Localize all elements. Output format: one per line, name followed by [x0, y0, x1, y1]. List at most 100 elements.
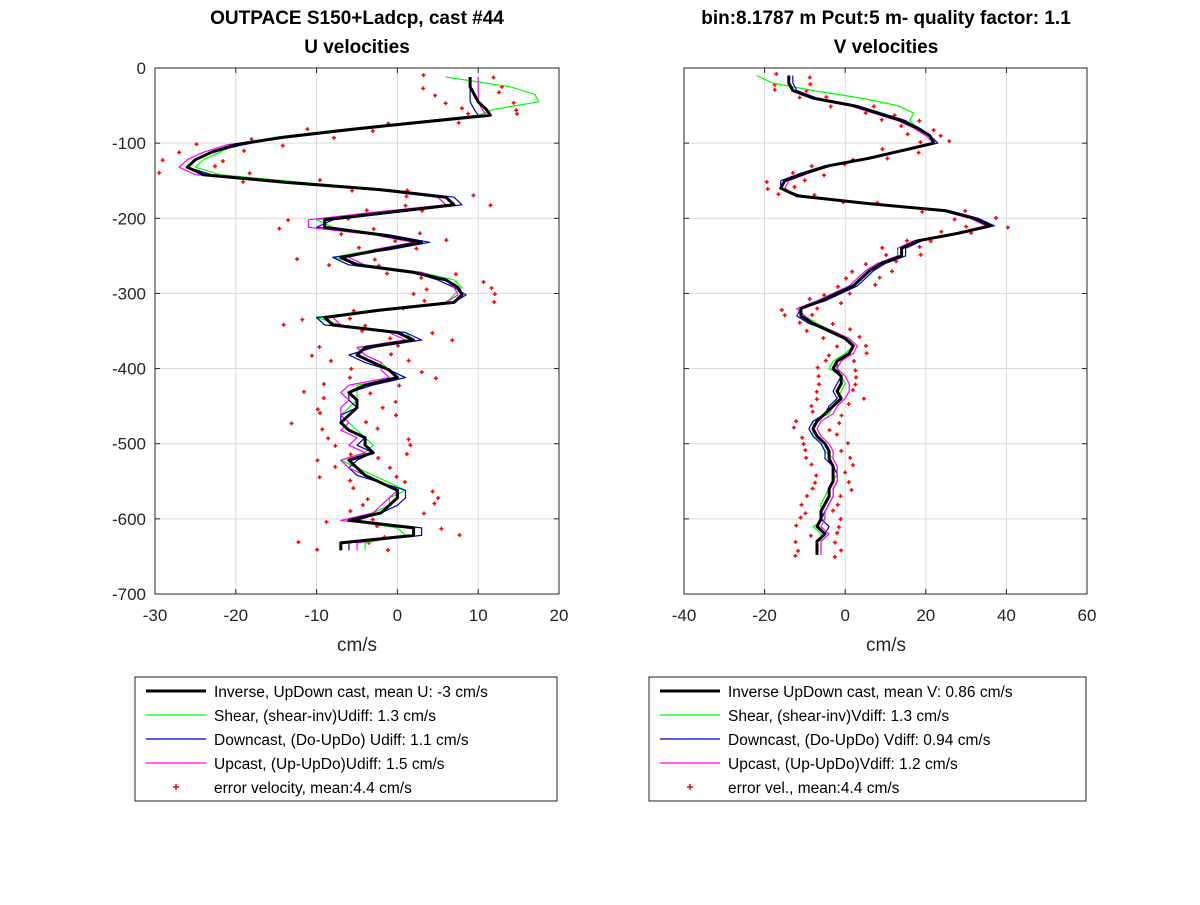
u-inverse-line	[185, 77, 492, 551]
u-error-marker	[317, 344, 322, 349]
v-error-marker	[839, 413, 844, 418]
v-error-marker	[854, 375, 859, 380]
u-error-marker	[388, 336, 393, 341]
v-error-marker	[772, 87, 777, 92]
v-error-marker	[808, 82, 813, 87]
v-error-marker	[779, 307, 784, 312]
v-xtick-label: 40	[997, 606, 1016, 625]
u-error-marker	[432, 501, 437, 506]
v-error-marker	[905, 132, 910, 137]
v-legend-label-upcast: Upcast, (Up-UpDo)Vdiff: 1.2 cm/s	[728, 756, 958, 773]
u-axes-frame	[154, 67, 560, 595]
u-error-marker	[511, 100, 516, 105]
u-legend-swatch-error	[173, 784, 179, 790]
u-error-marker	[414, 246, 419, 251]
u-error-marker	[419, 275, 424, 280]
u-error-marker	[309, 353, 314, 358]
u-error-marker	[370, 517, 375, 522]
u-error-marker	[370, 129, 375, 134]
u-error-marker	[241, 148, 246, 153]
u-error-marker	[421, 511, 426, 516]
u-error-marker	[471, 193, 476, 198]
u-error-velocity-series	[157, 73, 520, 553]
u-error-marker	[347, 375, 352, 380]
u-error-marker	[333, 464, 338, 469]
u-error-marker	[443, 101, 448, 106]
v-xtick-label: 20	[916, 606, 935, 625]
u-error-marker	[331, 135, 336, 140]
v-chart-subtitle: V velocities	[834, 37, 939, 58]
u-error-marker	[417, 231, 422, 236]
v-error-marker	[804, 328, 809, 333]
u-legend: Inverse, UpDown cast, mean U: -3 cm/s Sh…	[134, 676, 558, 802]
u-chart-subtitle: U velocities	[304, 37, 410, 58]
u-error-marker	[363, 323, 368, 328]
u-velocity-plot: -30 -20 -10 0 10 200-100-200-300-400-500-600-…	[112, 59, 568, 625]
v-error-marker	[831, 508, 836, 513]
v-error-marker	[836, 525, 841, 530]
u-xtick-label: -10	[304, 606, 329, 625]
u-error-marker	[315, 407, 320, 412]
v-error-marker	[774, 72, 779, 77]
v-plot-area	[684, 68, 1087, 594]
v-error-marker	[835, 502, 840, 507]
v-error-marker	[861, 396, 866, 401]
u-error-marker	[157, 170, 162, 175]
v-error-marker	[847, 291, 852, 296]
v-xtick-label: -40	[672, 606, 697, 625]
v-error-marker	[885, 156, 890, 161]
v-error-marker	[863, 343, 868, 348]
u-error-marker	[286, 218, 291, 223]
u-ytick-label: -700	[112, 585, 146, 604]
v-error-marker	[809, 404, 814, 409]
u-error-marker	[492, 300, 497, 305]
v-error-marker	[803, 448, 808, 453]
u-error-marker	[403, 203, 408, 208]
u-error-marker	[333, 443, 338, 448]
u-error-marker	[491, 75, 496, 80]
u-error-marker	[439, 526, 444, 531]
v-error-marker	[848, 327, 853, 332]
v-legend-label-shear: Shear, (shear-inv)Vdiff: 1.3 cm/s	[728, 708, 949, 725]
u-error-marker	[249, 137, 254, 142]
v-error-marker	[793, 553, 798, 558]
v-error-marker	[814, 389, 819, 394]
u-error-marker	[296, 540, 301, 545]
v-legend-label-error: error vel., mean:4.4 cm/s	[728, 780, 900, 797]
v-error-marker	[797, 320, 802, 325]
v-error-marker	[839, 448, 844, 453]
v-error-marker	[782, 313, 787, 318]
u-error-marker	[492, 292, 497, 297]
v-legend-label-inverse: Inverse UpDown cast, mean V: 0.86 cm/s	[728, 684, 1013, 701]
v-error-marker	[947, 139, 952, 144]
v-error-marker	[879, 117, 884, 122]
v-legend-box	[648, 676, 1087, 802]
u-error-marker	[421, 73, 426, 78]
u-error-marker	[419, 370, 424, 375]
v-error-marker	[863, 262, 868, 267]
v-error-marker	[850, 269, 855, 274]
u-error-marker	[351, 486, 356, 491]
v-error-marker	[807, 75, 812, 80]
v-error-marker	[920, 209, 925, 214]
u-error-marker	[300, 317, 305, 322]
v-legend-label-downcast: Downcast, (Do-UpDo) Vdiff: 0.94 cm/s	[728, 732, 991, 749]
u-ytick-label: -400	[112, 360, 146, 379]
v-error-marker	[845, 441, 850, 446]
u-error-marker	[328, 358, 333, 363]
u-error-marker	[421, 86, 426, 91]
v-error-marker	[917, 244, 922, 249]
v-error-marker	[864, 351, 869, 356]
u-error-marker	[326, 436, 331, 441]
u-legend-label-downcast: Downcast, (Do-UpDo) Udiff: 1.1 cm/s	[214, 732, 469, 749]
u-error-marker	[380, 405, 385, 410]
v-error-marker	[794, 419, 799, 424]
v-error-marker	[834, 432, 839, 437]
v-error-marker	[776, 192, 781, 197]
u-error-marker	[397, 383, 402, 388]
u-error-marker	[394, 474, 399, 479]
v-error-marker	[826, 353, 831, 358]
u-error-marker	[194, 142, 199, 147]
v-error-marker	[850, 463, 855, 468]
